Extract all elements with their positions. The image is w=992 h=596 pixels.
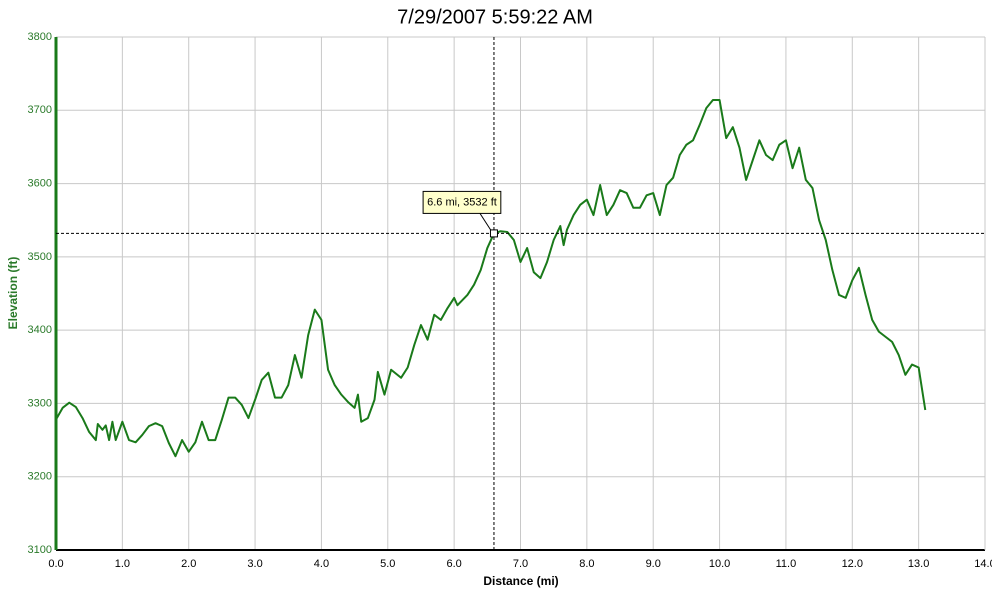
- x-tick-label: 8.0: [579, 558, 594, 570]
- x-tick-label: 14.0: [974, 558, 992, 570]
- x-tick-label: 13.0: [908, 558, 929, 570]
- y-tick-label: 3300: [28, 397, 52, 409]
- x-tick-label: 6.0: [446, 558, 461, 570]
- y-tick-label: 3400: [28, 324, 52, 336]
- y-tick-label: 3100: [28, 544, 52, 556]
- x-tick-label: 11.0: [776, 558, 797, 570]
- y-tick-label: 3500: [28, 251, 52, 263]
- x-tick-label: 4.0: [314, 558, 329, 570]
- tooltip-pointer: [479, 213, 492, 231]
- x-tick-label: 3.0: [247, 558, 262, 570]
- x-tick-label: 12.0: [842, 558, 863, 570]
- y-tick-label: 3200: [28, 471, 52, 483]
- x-axis-label: Distance (mi): [483, 574, 558, 588]
- y-tick-label: 3800: [28, 31, 52, 43]
- y-tick-label: 3600: [28, 177, 52, 189]
- x-tick-label: 0.0: [48, 558, 63, 570]
- tooltip-box: [422, 190, 502, 214]
- y-axis-label: Elevation (ft): [6, 257, 20, 330]
- crosshair-marker: [489, 229, 498, 238]
- x-tick-label: 9.0: [646, 558, 661, 570]
- y-tick-label: 3700: [28, 104, 52, 116]
- x-tick-label: 1.0: [115, 558, 130, 570]
- x-tick-label: 10.0: [709, 558, 730, 570]
- elevation-line: [55, 99, 927, 458]
- x-tick-label: 2.0: [181, 558, 196, 570]
- x-tick-label: 7.0: [513, 558, 528, 570]
- tooltip-text: 6.6 mi, 3532 ft: [427, 196, 497, 208]
- chart-title: 7/29/2007 5:59:22 AM: [397, 6, 593, 28]
- x-tick-label: 5.0: [380, 558, 395, 570]
- tooltip: 6.6 mi, 3532 ft: [422, 190, 502, 214]
